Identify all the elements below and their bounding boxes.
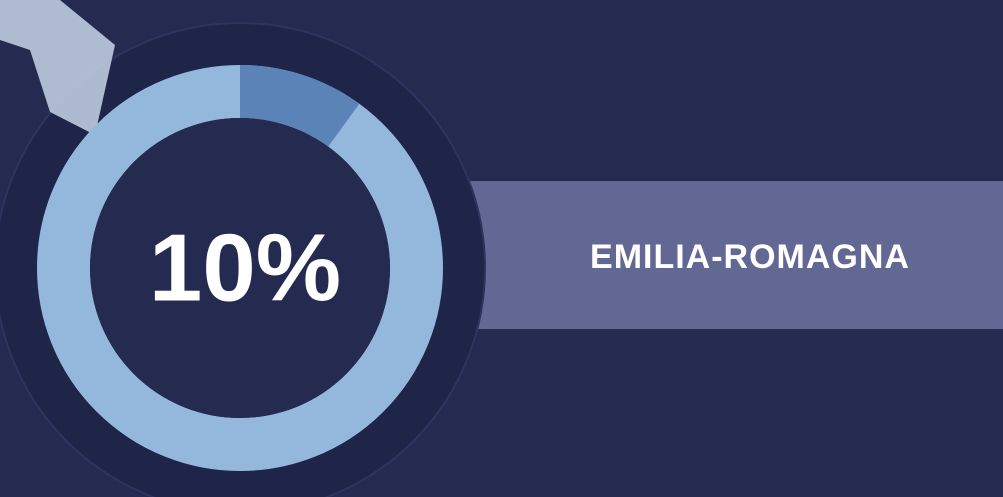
donut-segment	[240, 65, 360, 147]
label-band	[470, 181, 1003, 329]
value-label: 10%	[149, 215, 341, 322]
decoration	[0, 0, 115, 135]
donut-hole	[90, 118, 390, 418]
category-label: EMILIA-ROMAGNA	[590, 238, 910, 276]
